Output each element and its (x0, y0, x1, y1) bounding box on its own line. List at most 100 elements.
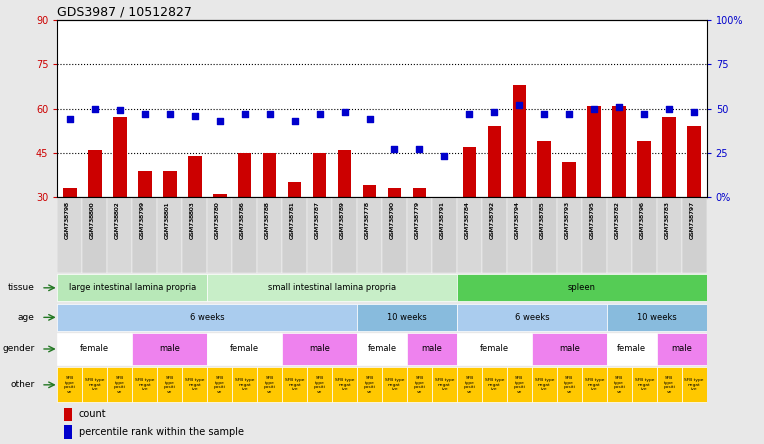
Bar (637, 141, 651, 197)
Text: gender: gender (2, 345, 34, 353)
Bar (632, 197, 657, 273)
Point (588, 105, 601, 112)
Text: GSM738801: GSM738801 (165, 201, 170, 238)
Bar (338, 150, 351, 197)
Text: GSM738787: GSM738787 (315, 201, 319, 239)
Point (138, 110, 151, 117)
Text: SFB
type
positi
ve: SFB type positi ve (114, 376, 126, 394)
Bar (457, 304, 607, 331)
Bar (213, 194, 226, 197)
Text: SFB
type
positi
ve: SFB type positi ve (64, 376, 76, 394)
Bar (113, 117, 127, 197)
Text: GSM738796: GSM738796 (639, 201, 644, 239)
Point (663, 105, 675, 112)
Point (214, 117, 226, 124)
Text: male: male (559, 345, 580, 353)
Bar (407, 197, 432, 273)
Bar (507, 197, 532, 273)
Bar (157, 197, 182, 273)
Bar (232, 197, 257, 273)
Bar (513, 85, 526, 197)
Bar (57, 304, 357, 331)
Text: SFB
type
positi
ve: SFB type positi ve (663, 376, 675, 394)
Text: SFB type
negat
ive: SFB type negat ive (135, 378, 154, 392)
Point (513, 102, 526, 109)
Bar (432, 367, 457, 402)
Bar (487, 126, 501, 197)
Bar (538, 141, 551, 197)
Bar (413, 188, 426, 197)
Bar (562, 162, 576, 197)
Bar (482, 367, 507, 402)
Text: tissue: tissue (8, 283, 34, 292)
Bar (263, 153, 277, 197)
Text: GSM738795: GSM738795 (589, 201, 594, 239)
Bar (257, 367, 282, 402)
Text: GSM738789: GSM738789 (339, 201, 345, 239)
Point (539, 110, 551, 117)
Text: female: female (480, 345, 509, 353)
Text: GDS3987 / 10512827: GDS3987 / 10512827 (57, 6, 193, 19)
Text: SFB type
negat
ive: SFB type negat ive (185, 378, 205, 392)
Text: female: female (80, 345, 109, 353)
Text: large intestinal lamina propria: large intestinal lamina propria (69, 283, 196, 292)
Text: male: male (672, 345, 692, 353)
Bar (657, 367, 681, 402)
Bar (282, 197, 307, 273)
Point (238, 110, 251, 117)
Text: SFB
type
positi
ve: SFB type positi ve (563, 376, 575, 394)
Text: GSM738802: GSM738802 (115, 201, 120, 239)
Text: 10 weeks: 10 weeks (637, 313, 677, 322)
Bar (657, 197, 681, 273)
Text: 10 weeks: 10 weeks (387, 313, 427, 322)
Text: GSM738803: GSM738803 (189, 201, 195, 239)
Bar (288, 182, 302, 197)
Bar (307, 197, 332, 273)
Bar (157, 367, 182, 402)
Bar (57, 274, 207, 301)
Text: GSM738793: GSM738793 (565, 201, 569, 239)
Bar (282, 333, 357, 365)
Bar (582, 367, 607, 402)
Text: GSM738799: GSM738799 (140, 201, 144, 239)
Bar (64, 425, 72, 439)
Bar (188, 156, 202, 197)
Bar (163, 170, 176, 197)
Bar (307, 367, 332, 402)
Text: GSM738780: GSM738780 (215, 201, 220, 239)
Text: SFB type
negat
ive: SFB type negat ive (85, 378, 105, 392)
Bar (357, 304, 457, 331)
Bar (657, 333, 707, 365)
Bar (357, 197, 382, 273)
Bar (607, 304, 707, 331)
Text: GSM738790: GSM738790 (390, 201, 394, 239)
Text: SFB
type
positi
ve: SFB type positi ve (464, 376, 475, 394)
Text: GSM738782: GSM738782 (614, 201, 620, 239)
Bar (457, 197, 482, 273)
Bar (681, 367, 707, 402)
Bar (182, 367, 207, 402)
Text: GSM738786: GSM738786 (240, 201, 244, 239)
Text: female: female (367, 345, 397, 353)
Point (89, 105, 101, 112)
Text: GSM738787: GSM738787 (315, 201, 319, 239)
Text: SFB
type
positi
ve: SFB type positi ve (613, 376, 625, 394)
Text: SFB
type
positi
ve: SFB type positi ve (313, 376, 325, 394)
Text: SFB
type
positi
ve: SFB type positi ve (413, 376, 426, 394)
Text: GSM738788: GSM738788 (264, 201, 270, 239)
Text: SFB type
negat
ive: SFB type negat ive (235, 378, 254, 392)
Point (63, 115, 76, 123)
Text: percentile rank within the sample: percentile rank within the sample (79, 427, 244, 437)
Point (189, 112, 201, 119)
Text: SFB
type
positi
ve: SFB type positi ve (364, 376, 375, 394)
Bar (462, 147, 476, 197)
Text: SFB
type
positi
ve: SFB type positi ve (513, 376, 526, 394)
Text: GSM738778: GSM738778 (364, 201, 370, 239)
Text: GSM738792: GSM738792 (490, 201, 494, 239)
Text: GSM738794: GSM738794 (514, 201, 520, 239)
Bar (432, 197, 457, 273)
Bar (407, 333, 457, 365)
Text: SFB type
negat
ive: SFB type negat ive (584, 378, 604, 392)
Bar (83, 197, 107, 273)
Bar (207, 274, 457, 301)
